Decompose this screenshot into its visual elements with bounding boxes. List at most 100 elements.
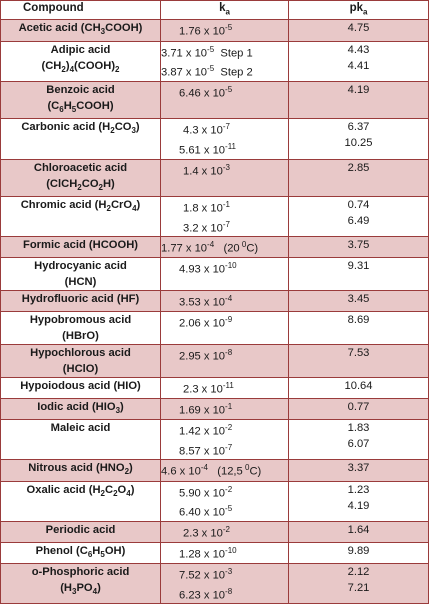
ka-value: 6.40 x 10-5 <box>179 504 233 520</box>
pka-cell: 3.75 <box>288 236 429 259</box>
pka-cell: 1.83 6.07 <box>288 418 429 461</box>
compound-name-line: Adipic acid <box>50 43 111 56</box>
table-row: Oxalic acid (H2C2O4) 5.90 x 10-2 6.40 x 10… <box>0 480 429 523</box>
table-row: Hypochlorous acid (HClO) 2.95 x 10-8 7.53 <box>0 343 429 378</box>
pka-value: 8.69 <box>347 313 370 326</box>
ka-value: 1.69 x 10-1 <box>179 401 233 417</box>
pka-value: 3.45 <box>347 293 370 306</box>
pka-value: 2.12 <box>347 565 370 578</box>
pka-value: 1.64 <box>347 524 370 537</box>
compound-cell: Nitrous acid (HNO2) <box>0 459 161 482</box>
pka-value: 6.37 <box>347 121 370 134</box>
pka-cell: 2.12 7.21 <box>288 562 429 604</box>
ka-value: 2.06 x 10-9 <box>179 314 233 330</box>
pka-cell: 4.75 <box>288 19 429 42</box>
ka-value: 1.4 x 10-3 <box>183 162 230 178</box>
table-row: Chromic acid (H2CrO4) 1.8 x 10-1 3.2 x 10-… <box>0 195 429 238</box>
pka-cell: 4.19 <box>288 80 429 120</box>
ka-value: 5.61 x 10-11 <box>179 141 236 157</box>
compound-cell: Acetic acid (CH3COOH) <box>0 19 161 42</box>
pka-value: 9.31 <box>347 260 370 273</box>
ka-value: 6.23 x 10-8 <box>179 586 233 602</box>
compound-name-line: (HCN) <box>64 276 97 289</box>
pka-value: 7.53 <box>347 346 370 359</box>
compound-cell: o-Phosphoric acid (H3PO4) <box>0 562 161 604</box>
pka-value: 1.83 <box>347 421 370 434</box>
compound-cell: Hydrocyanic acid (HCN) <box>0 257 161 292</box>
ka-cell: 1.28 x 10-10 <box>160 541 289 564</box>
header-pka: pka <box>288 0 429 21</box>
compound-name-line: Chromic acid (H2CrO4) <box>20 198 141 214</box>
pka-value: 7.21 <box>347 581 370 594</box>
ka-cell: 1.42 x 10-2 8.57 x 10-7 <box>160 418 289 461</box>
ka-cell: 3.53 x 10-4 <box>160 290 289 312</box>
pka-cell: 2.85 <box>288 158 429 197</box>
compound-cell: Benzoic acid (C6H5COOH) <box>0 80 161 120</box>
compound-cell: Formic acid (HCOOH) <box>0 236 161 259</box>
compound-name-line: Nitrous acid (HNO2) <box>28 462 133 477</box>
pka-cell: 1.64 <box>288 521 429 543</box>
table-row: Maleic acid 1.42 x 10-2 8.57 x 10-7 1.83 6.0… <box>0 418 429 461</box>
pka-value: 10.64 <box>344 379 373 392</box>
ka-value: 8.57 x 10-7 <box>179 442 233 458</box>
ka-cell: 6.46 x 10-5 <box>160 80 289 120</box>
pka-cell: 8.69 <box>288 310 429 345</box>
compound-name-line: Iodic acid (HIO3) <box>37 400 124 415</box>
table-row: Nitrous acid (HNO2) 4.6 x 10-4 (12,5 0C) 3… <box>0 459 429 482</box>
table-row: Benzoic acid (C6H5COOH) 6.46 x 10-5 4.19 <box>0 80 429 120</box>
ka-value: 1.8 x 10-1 <box>183 199 230 215</box>
compound-name-line: Hypoiodous acid (HIO) <box>20 379 141 392</box>
table-row: Adipic acid (CH2)4(COOH)2 3.71 x 10-5 Step… <box>0 40 429 83</box>
compound-cell: Hydrofluoric acid (HF) <box>0 290 161 312</box>
compound-name-line: (H3PO4) <box>60 581 101 597</box>
pka-value: 4.19 <box>347 84 370 96</box>
compound-name-line: Hypobromous acid <box>29 313 132 326</box>
table-row: Iodic acid (HIO3) 1.69 x 10-1 0.77 <box>0 397 429 420</box>
pka-value: 10.25 <box>344 137 373 150</box>
compound-cell: Hypoiodous acid (HIO) <box>0 376 161 399</box>
compound-name-line: (CH2)4(COOH)2 <box>41 59 120 74</box>
ka-cell: 1.76 x 10-5 <box>160 19 289 42</box>
compound-cell: Chloroacetic acid (ClCH2CO2H) <box>0 158 161 197</box>
compound-cell: Chromic acid (H2CrO4) <box>0 195 161 238</box>
ka-value: 4.6 x 10-4 (12,5 0C) <box>161 463 262 479</box>
header-compound: Compound <box>0 0 161 21</box>
pka-cell: 10.64 <box>288 376 429 399</box>
ka-value: 1.28 x 10-10 <box>179 545 237 561</box>
header-ka: ka <box>160 0 289 21</box>
table-row: Hydrocyanic acid (HCN) 4.93 x 10-10 9.31 <box>0 257 429 292</box>
pka-value: 1.23 <box>347 483 370 496</box>
compound-cell: Phenol (C6H5OH) <box>0 541 161 564</box>
compound-name-line: Phenol (C6H5OH) <box>35 544 126 559</box>
table-row: Acetic acid (CH3COOH) 1.76 x 10-5 4.75 <box>0 19 429 42</box>
compound-cell: Adipic acid (CH2)4(COOH)2 <box>0 40 161 83</box>
ka-value: 6.46 x 10-5 <box>179 85 233 100</box>
compound-name-line: Chloroacetic acid <box>33 161 128 174</box>
ka-value: 1.42 x 10-2 <box>179 422 233 438</box>
pka-value: 4.75 <box>347 22 370 35</box>
ka-cell: 1.69 x 10-1 <box>160 397 289 420</box>
pka-value: 6.07 <box>347 437 370 450</box>
ka-value: 4.3 x 10-7 <box>183 122 230 137</box>
compound-cell: Iodic acid (HIO3) <box>0 397 161 420</box>
compound-name-line: Carbonic acid (H2CO3) <box>21 121 140 136</box>
compound-cell: Carbonic acid (H2CO3) <box>0 118 161 160</box>
compound-name-line: (ClCH2CO2H) <box>46 177 115 192</box>
pka-value: 0.77 <box>347 400 370 413</box>
ka-cell: 1.8 x 10-1 3.2 x 10-7 <box>160 195 289 238</box>
pka-cell: 9.89 <box>288 541 429 564</box>
pka-value: 0.74 <box>347 198 370 211</box>
compound-name-line: Hydrocyanic acid <box>34 260 127 273</box>
pka-value: 3.75 <box>347 239 370 252</box>
table-row: Formic acid (HCOOH) 1.77 x 10-4 (20 0C) 3.… <box>0 236 429 259</box>
header-pka-symbol: pk <box>349 2 363 14</box>
table-row: Hydrofluoric acid (HF) 3.53 x 10-4 3.45 <box>0 290 429 312</box>
pka-cell: 0.77 <box>288 397 429 420</box>
table-row: Hypoiodous acid (HIO) 2.3 x 10-11 10.64 <box>0 376 429 399</box>
ka-value: 3.87 x 10-5 Step 2 <box>161 64 253 79</box>
compound-name-line: Maleic acid <box>50 421 111 434</box>
ka-cell: 2.3 x 10-2 <box>160 521 289 543</box>
ka-cell: 2.95 x 10-8 <box>160 343 289 378</box>
header-ka-symbol: k <box>219 2 226 14</box>
